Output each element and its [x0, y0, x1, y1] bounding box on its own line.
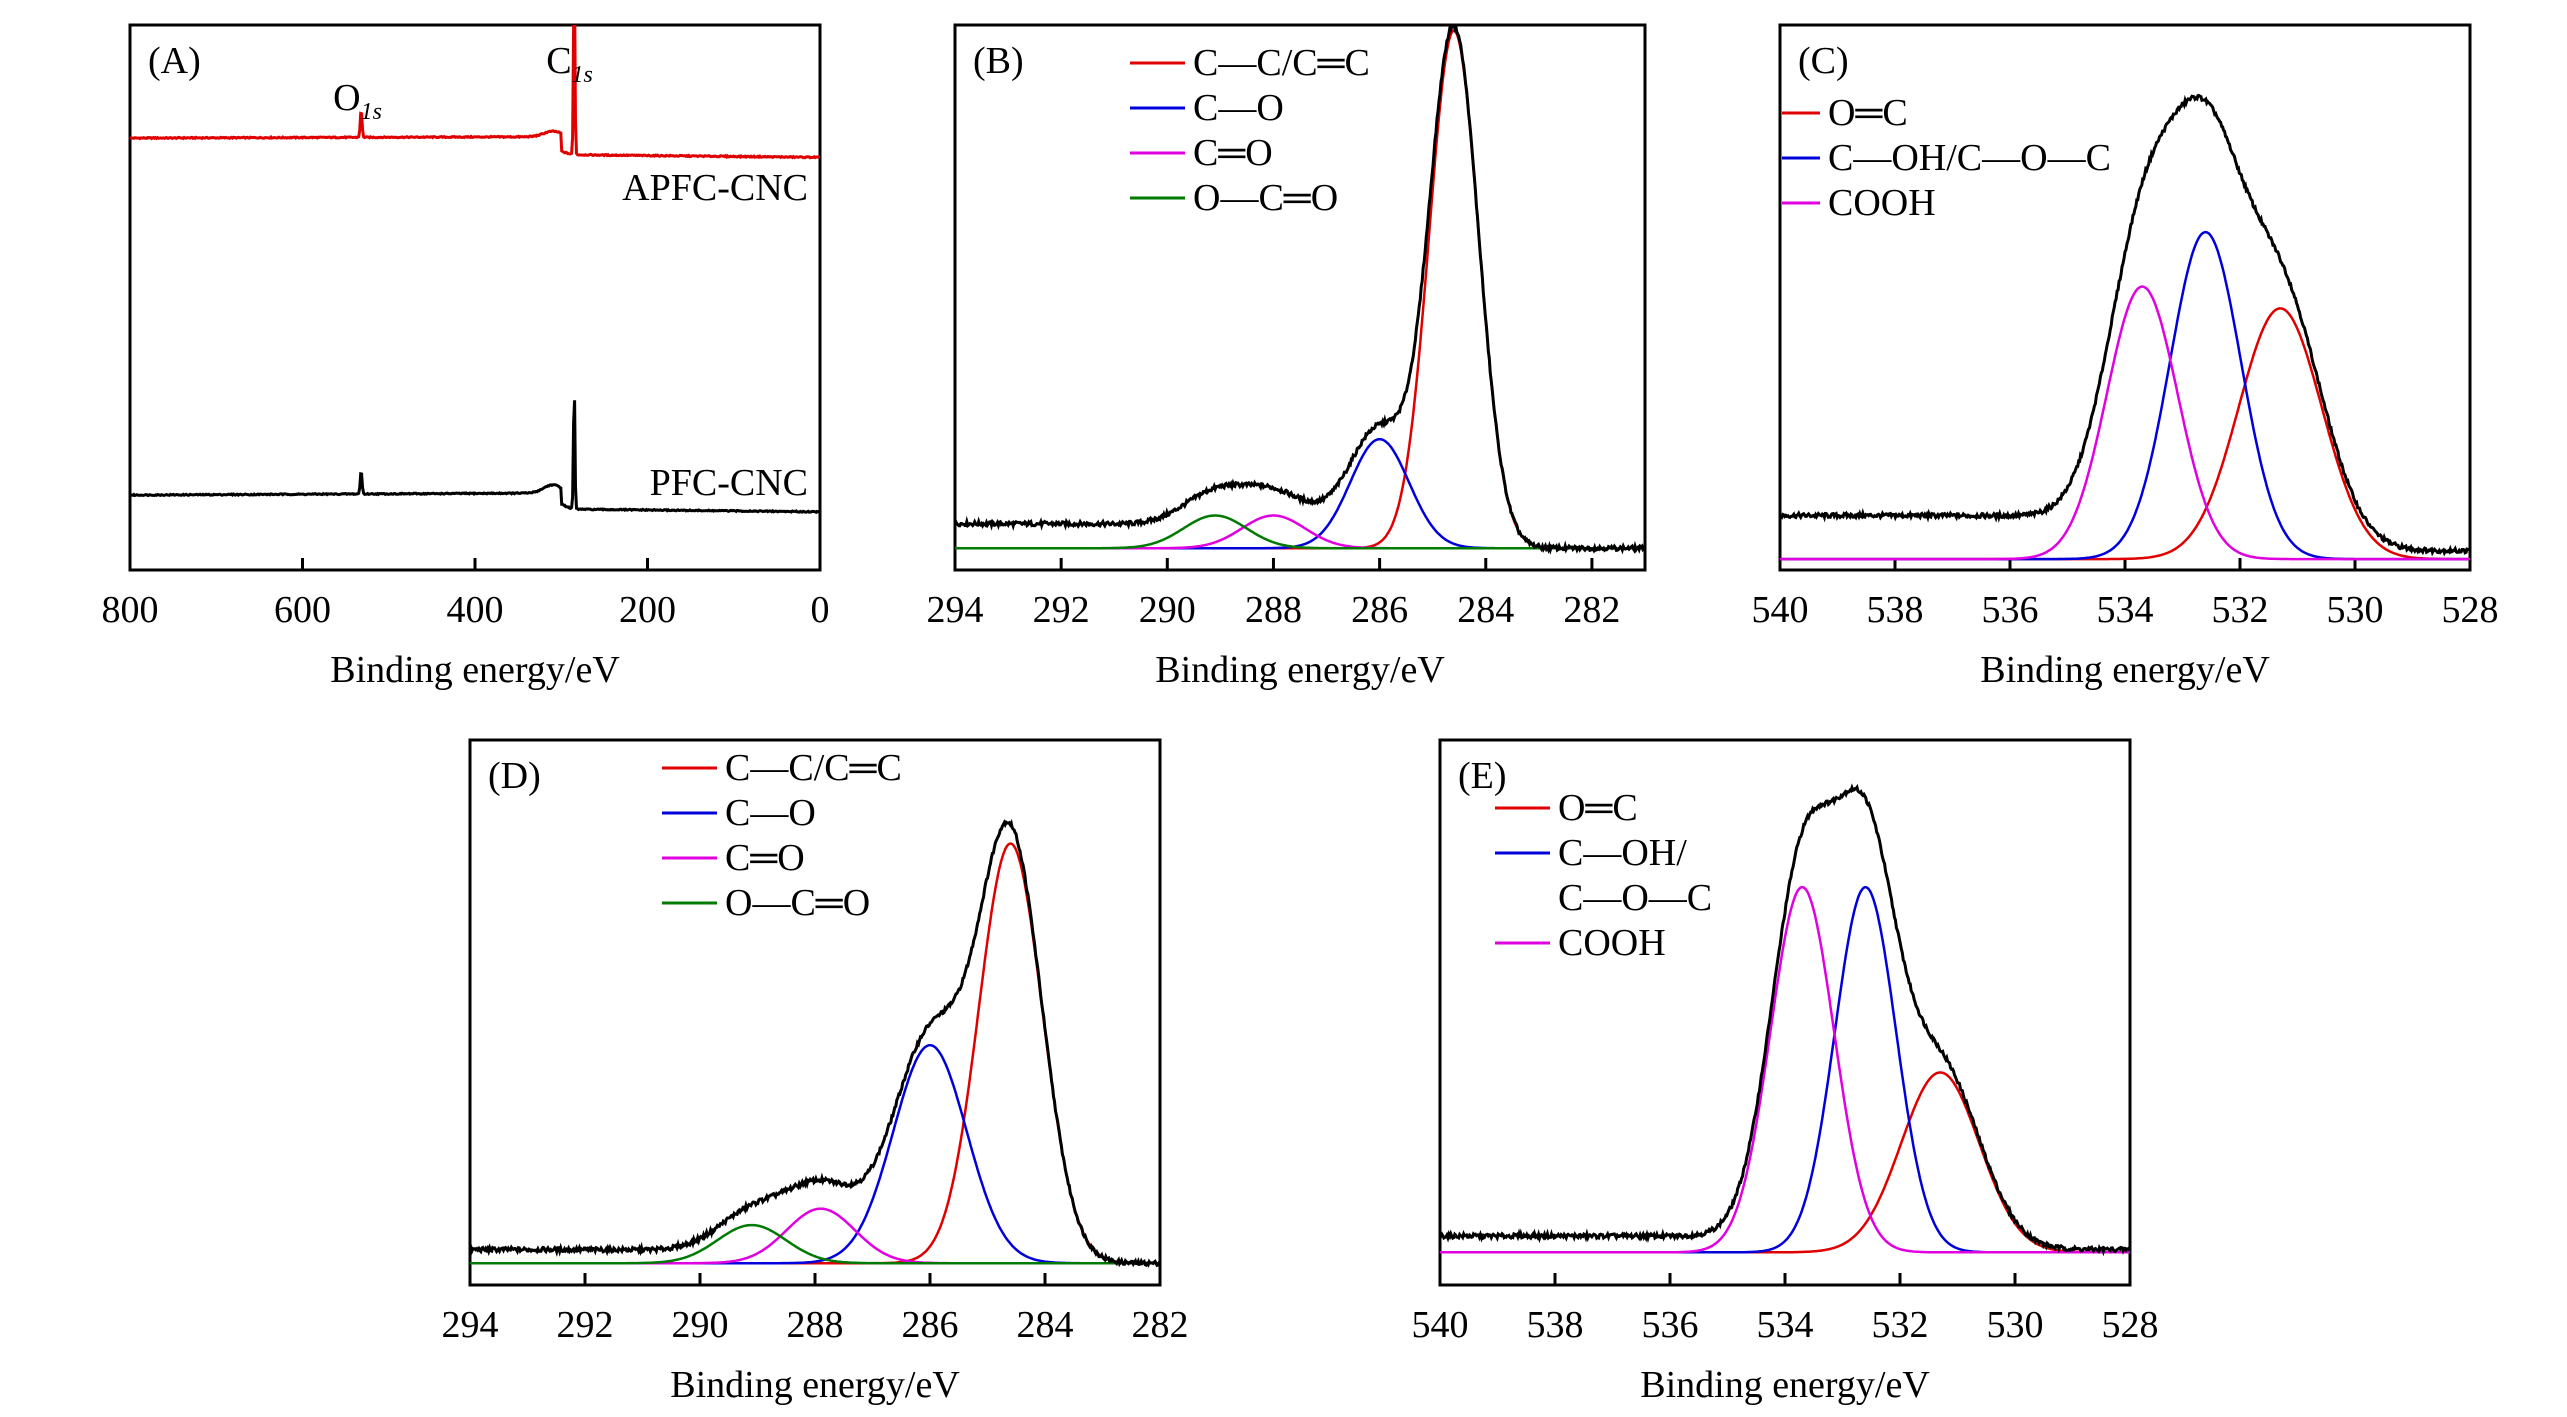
legend-entry: C—OH/C—O—C — [1828, 137, 2111, 179]
x-tick-label: 290 — [1139, 589, 1196, 631]
x-tick-label: 286 — [902, 1304, 959, 1346]
panel-label: (D) — [488, 755, 541, 797]
component-curve-2 — [1440, 885, 2130, 1254]
envelope-curve — [470, 819, 1160, 1268]
plot-area — [1780, 93, 2470, 561]
x-axis-title: Binding energy/eV — [330, 649, 620, 691]
legend-entry: C—O — [725, 792, 816, 834]
x-tick-label: 282 — [1132, 1304, 1189, 1346]
x-tick-label: 800 — [102, 589, 159, 631]
x-tick-label: 292 — [1033, 589, 1090, 631]
component-curve-0 — [1440, 1071, 2130, 1254]
x-tick-label: 536 — [1982, 589, 2039, 631]
x-axis-title: Binding energy/eV — [670, 1364, 960, 1406]
envelope-curve — [1440, 783, 2130, 1257]
x-tick-label: 540 — [1752, 589, 1809, 631]
x-tick-label: 538 — [1527, 1304, 1584, 1346]
series-line-apfc-cnc — [130, 25, 820, 160]
x-tick-label: 530 — [2327, 589, 2384, 631]
plot-area — [955, 25, 1645, 555]
legend-entry: COOH — [1558, 922, 1666, 964]
panel-d: 294 292 290 288 286 284 282 Binding energy/eV (D… — [442, 738, 1189, 1406]
panel-c: 540 538 536 534 532 530 528 Binding energy/eV (C… — [1752, 23, 2499, 691]
x-tick-label: 290 — [672, 1304, 729, 1346]
x-tick-label: 400 — [447, 589, 504, 631]
component-curve-1 — [955, 437, 1645, 550]
x-tick-label: 536 — [1642, 1304, 1699, 1346]
component-curve-1 — [470, 1043, 1160, 1265]
legend-entry: O═C — [1558, 787, 1638, 829]
legend: C—C/C═CC—OC═OO—C═O — [662, 747, 902, 924]
peak-label: C1s — [546, 40, 593, 88]
x-tick-label: 282 — [1563, 589, 1620, 631]
panel-b: 294 292 290 288 286 284 282 Binding energy/eV (B… — [927, 23, 1647, 691]
legend-entry: C—OH/ — [1558, 832, 1687, 874]
x-tick-label: 540 — [1412, 1304, 1469, 1346]
plot-frame — [953, 23, 1647, 572]
x-tick-label: 200 — [619, 589, 676, 631]
series-line-pfc-cnc — [130, 400, 820, 515]
x-tick-label: 0 — [811, 589, 830, 631]
panel-label: (E) — [1458, 755, 1507, 797]
legend-entry: C═O — [1193, 132, 1273, 174]
component-curve-1 — [1780, 230, 2470, 561]
panel-e: 540 538 536 534 532 530 528 Binding energy/eV (E… — [1412, 738, 2159, 1406]
legend-entry: C—C/C═C — [1193, 42, 1370, 84]
peak-label: O1s — [333, 77, 382, 125]
x-tick-label: 286 — [1351, 589, 1408, 631]
x-tick-label: 534 — [2097, 589, 2154, 631]
x-tick-label: 288 — [787, 1304, 844, 1346]
legend-entry: O—C═O — [1193, 177, 1338, 219]
plot-area — [130, 25, 820, 515]
series-label: PFC-CNC — [650, 462, 808, 504]
x-tick-label: 600 — [274, 589, 331, 631]
x-tick-label: 288 — [1245, 589, 1302, 631]
legend-entry: COOH — [1828, 182, 1936, 224]
legend-entry: O═C — [1828, 92, 1908, 134]
series-label: APFC-CNC — [622, 167, 808, 209]
x-tick-label: 534 — [1757, 1304, 1814, 1346]
component-curve-2 — [1780, 285, 2470, 561]
x-tick-label: 538 — [1867, 589, 1924, 631]
component-curve-3 — [470, 1223, 1160, 1265]
legend: C—C/C═CC—OC═OO—C═O — [1130, 42, 1370, 219]
legend-entry: C═O — [725, 837, 805, 879]
x-tick-label: 528 — [2442, 589, 2499, 631]
x-tick-label: 294 — [442, 1304, 499, 1346]
legend-entry: C—C/C═C — [725, 747, 902, 789]
panel-label: (A) — [148, 40, 201, 82]
component-curve-3 — [955, 514, 1645, 550]
x-tick-label: 530 — [1987, 1304, 2044, 1346]
legend-entry: C—O — [1193, 87, 1284, 129]
x-tick-label: 532 — [1872, 1304, 1929, 1346]
x-axis-title: Binding energy/eV — [1980, 649, 2270, 691]
x-axis-title: Binding energy/eV — [1155, 649, 1445, 691]
x-tick-label: 284 — [1457, 589, 1514, 631]
x-tick-label: 294 — [927, 589, 984, 631]
x-tick-label: 284 — [1017, 1304, 1074, 1346]
legend-entry-line2: C—O—C — [1558, 877, 1712, 919]
panel-label: (B) — [973, 40, 1024, 82]
envelope-curve — [1780, 93, 2470, 557]
component-curve-0 — [955, 29, 1645, 550]
x-tick-label: 528 — [2102, 1304, 2159, 1346]
x-axis-title: Binding energy/eV — [1640, 1364, 1930, 1406]
plot-area — [1440, 783, 2130, 1257]
panel-label: (C) — [1798, 40, 1849, 82]
component-curve-2 — [955, 514, 1645, 550]
plot-area — [470, 819, 1160, 1268]
envelope-curve — [955, 25, 1645, 555]
panel-a: 800 600 400 200 0 Binding energy/eV (A) APFC-CN… — [102, 23, 830, 691]
x-tick-label: 532 — [2212, 589, 2269, 631]
plot-frame — [1438, 738, 2132, 1287]
legend-entry: O—C═O — [725, 882, 870, 924]
x-tick-label: 292 — [557, 1304, 614, 1346]
